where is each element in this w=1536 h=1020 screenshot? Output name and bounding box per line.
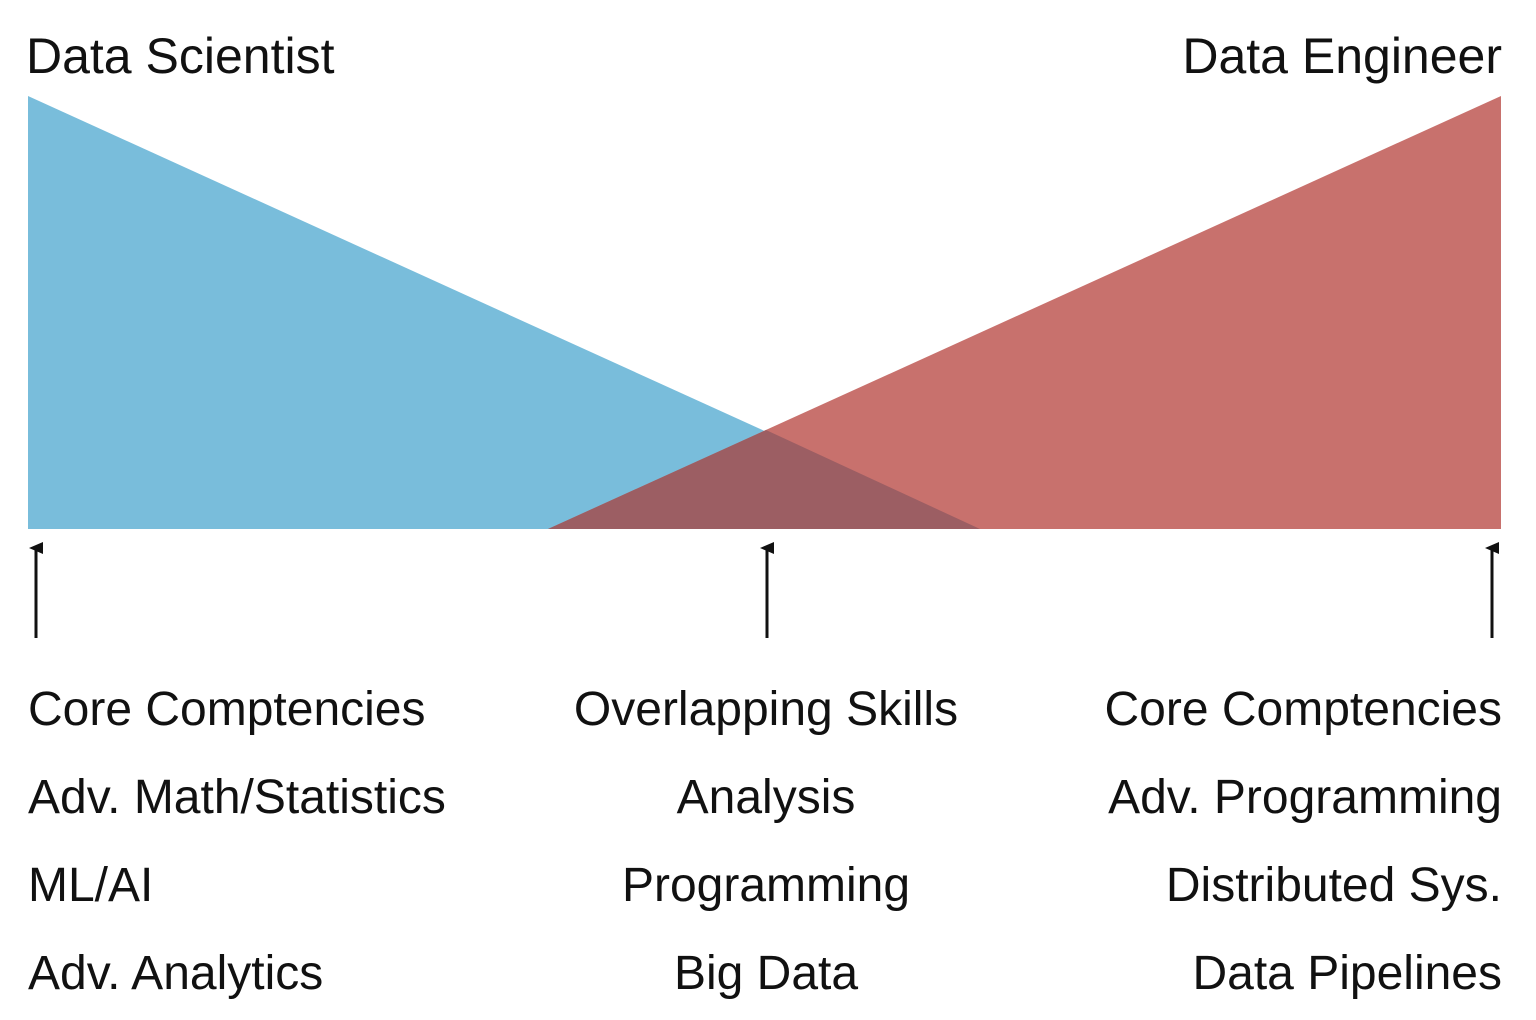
overlap-region bbox=[548, 430, 980, 529]
data-engineer-skills: Core Comptencies Adv. Programming Distri… bbox=[1105, 666, 1503, 1018]
data-scientist-triangle bbox=[28, 96, 980, 529]
center-skill-item: Programming bbox=[621, 859, 911, 912]
left-skill-item: ML/AI bbox=[28, 859, 154, 912]
data-engineer-title: Data Engineer bbox=[1182, 28, 1502, 84]
data-scientist-skills: Core Comptencies Adv. Math/Statistics ML… bbox=[28, 666, 446, 1018]
right-skill-item: Data Pipelines bbox=[1192, 947, 1502, 1000]
right-skill-item: Distributed Sys. bbox=[1165, 859, 1502, 912]
left-skill-item: Adv. Math/Statistics bbox=[28, 771, 446, 824]
overlapping-skills: Overlapping Skills Analysis Programming … bbox=[520, 666, 1012, 1018]
left-skill-item: Adv. Analytics bbox=[28, 947, 324, 1000]
center-heading: Overlapping Skills bbox=[573, 683, 959, 736]
data-engineer-triangle bbox=[548, 96, 1501, 529]
data-scientist-title: Data Scientist bbox=[26, 28, 335, 84]
right-heading: Core Comptencies bbox=[1104, 683, 1503, 736]
center-skill-item: Big Data bbox=[673, 947, 859, 1000]
right-skill-item: Adv. Programming bbox=[1108, 771, 1502, 824]
left-heading: Core Comptencies bbox=[28, 683, 426, 736]
center-skill-item: Analysis bbox=[676, 771, 856, 824]
